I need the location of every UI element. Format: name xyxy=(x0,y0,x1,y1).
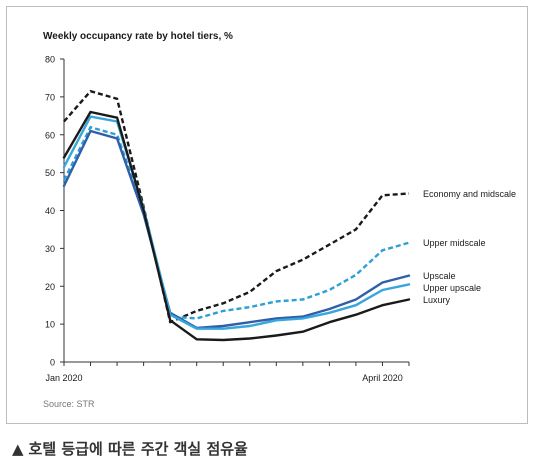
chart-title: Weekly occupancy rate by hotel tiers, % xyxy=(43,31,233,42)
series-line-economy-and-midscale xyxy=(63,89,410,324)
x-tick-label: Jan 2020 xyxy=(45,373,82,383)
series-label-upper-upscale: Upper upscale xyxy=(423,283,481,293)
figure-caption: ▲ 호텔 등급에 따른 주간 객실 점유율 xyxy=(12,438,248,459)
series-line-upscale xyxy=(62,129,411,330)
y-tick-label: 10 xyxy=(45,320,55,330)
series-label-upscale: Upscale xyxy=(423,271,456,281)
caption-text: 호텔 등급에 따른 주간 객실 점유율 xyxy=(28,440,248,458)
series-labels: Economy and midscale Upper midscale Upscal… xyxy=(423,189,516,305)
y-tick-label: 80 xyxy=(45,55,55,65)
y-axis: 0 10 20 30 40 50 60 70 80 xyxy=(45,55,65,368)
series-line-luxury xyxy=(62,110,411,342)
x-axis: Jan 2020 April 2020 xyxy=(45,361,410,383)
series-label-luxury: Luxury xyxy=(423,295,451,305)
series-label-economy-and-midscale: Economy and midscale xyxy=(423,189,516,199)
chart-source: Source: STR xyxy=(43,399,95,409)
x-tick-label: April 2020 xyxy=(362,373,403,383)
series-lines xyxy=(62,89,411,342)
y-tick-label: 70 xyxy=(45,92,55,102)
series-label-upper-midscale: Upper midscale xyxy=(423,238,486,248)
figure-frame: Weekly occupancy rate by hotel tiers, % … xyxy=(6,6,528,424)
y-tick-label: 20 xyxy=(45,282,55,292)
y-tick-label: 0 xyxy=(50,358,55,368)
occupancy-line-chart: Weekly occupancy rate by hotel tiers, % … xyxy=(43,31,516,409)
y-tick-label: 50 xyxy=(45,168,55,178)
y-tick-label: 60 xyxy=(45,130,55,140)
y-tick-label: 30 xyxy=(45,244,55,254)
y-tick-label: 40 xyxy=(45,206,55,216)
series-line-upper-midscale xyxy=(62,125,410,320)
triangle-marker-icon: ▲ xyxy=(12,440,24,458)
